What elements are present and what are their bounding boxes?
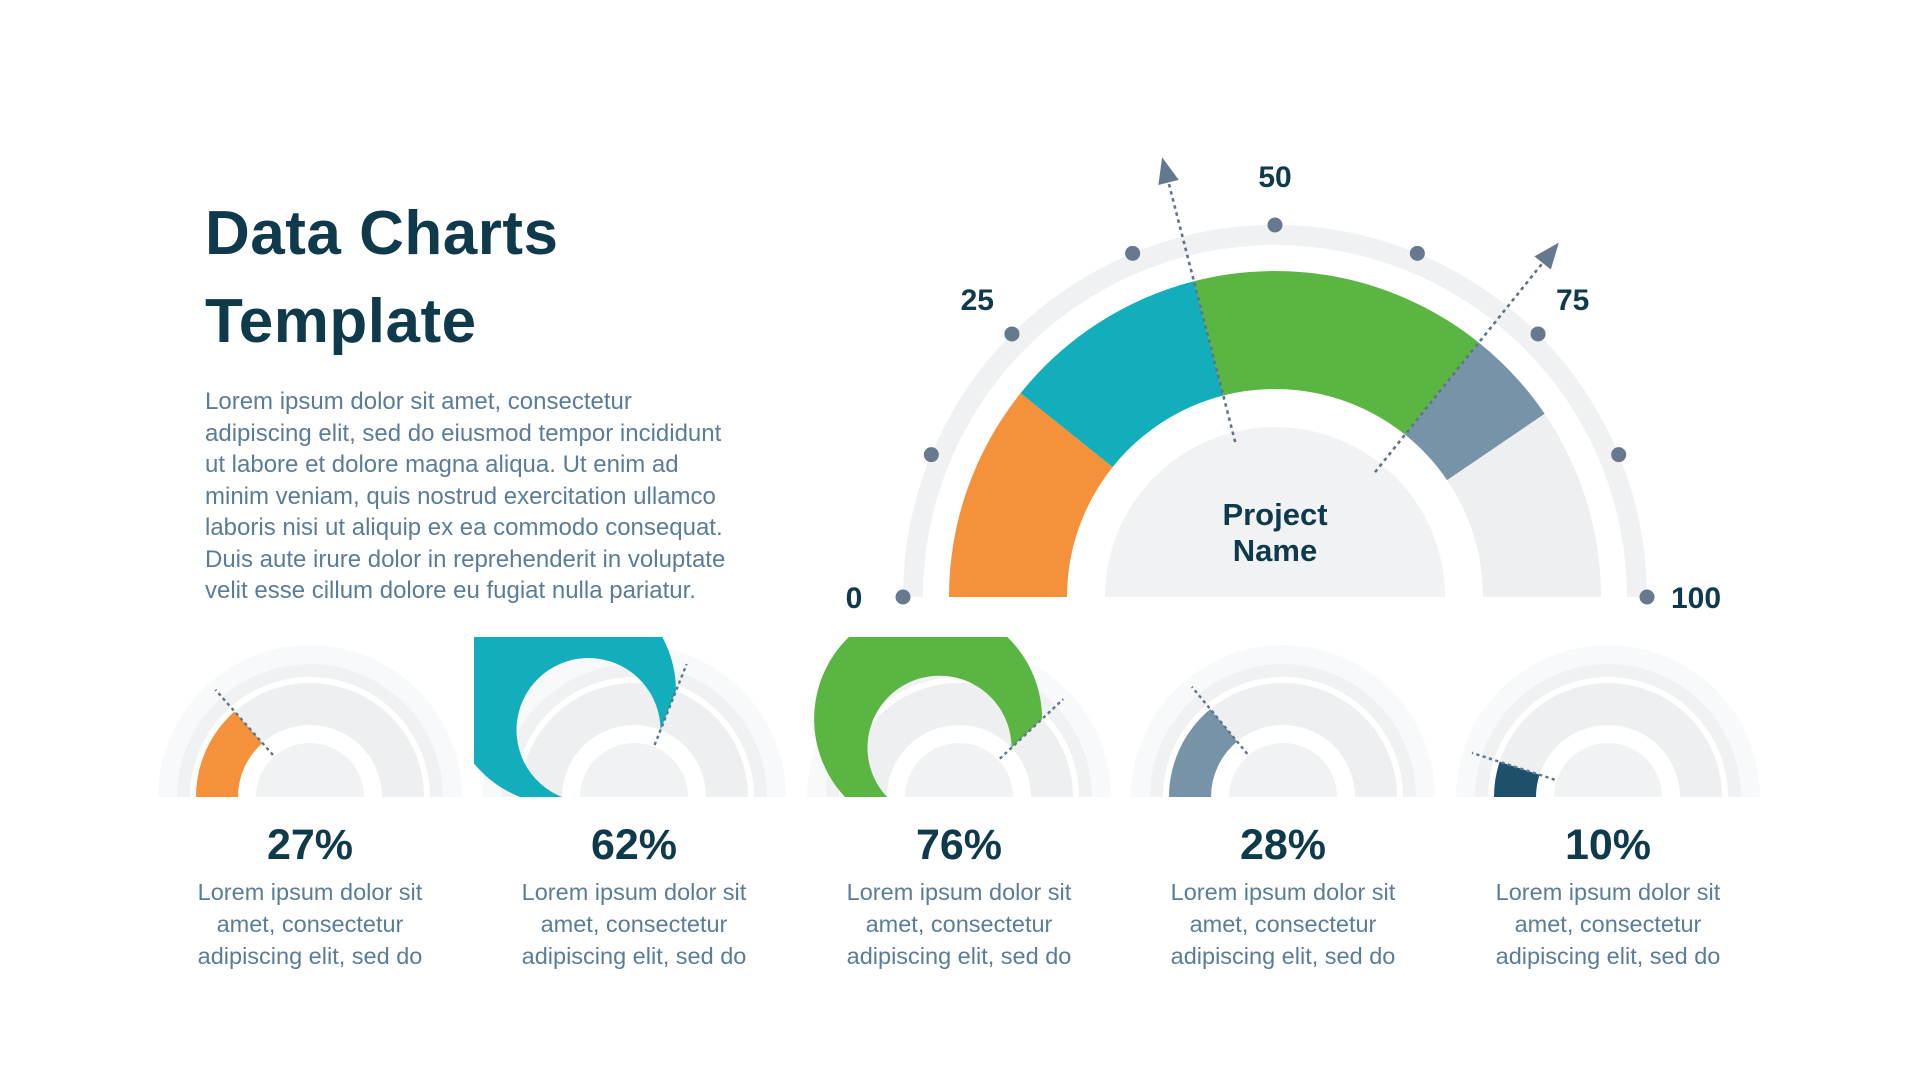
gauge-tick-label: 25 <box>961 284 994 317</box>
gauge-value-arc <box>196 711 263 797</box>
mini-gauge-value: 62% <box>590 821 678 869</box>
mini-gauge-svg <box>158 645 462 797</box>
mini-gauge-value: 27% <box>266 821 354 869</box>
mini-gauge-description: Lorem ipsum dolor sit amet, consectetur … <box>521 879 747 969</box>
gauge-track <box>196 683 424 797</box>
gauge-needle-arrow-icon <box>1158 157 1179 186</box>
gauge-center-disc <box>580 743 688 797</box>
mini-gauge-item: 62% Lorem ipsum dolor sit amet, consecte… <box>474 637 794 972</box>
page-description: Lorem ipsum dolor sit amet, consectetur … <box>205 388 726 604</box>
gauge-segment <box>1020 281 1224 467</box>
mini-gauge-item: 27% Lorem ipsum dolor sit amet, consecte… <box>150 637 470 972</box>
gauge-track <box>1169 683 1397 797</box>
mini-gauge-chart <box>1123 637 1443 807</box>
mini-gauge-chart <box>1448 637 1768 807</box>
mini-gauge-value: 10% <box>1564 821 1652 869</box>
gauge-tick-dot <box>1530 326 1546 342</box>
gauge-tick-dot <box>1267 217 1283 233</box>
mini-gauge-description: Lorem ipsum dolor sit amet, consectetur … <box>197 879 423 969</box>
gauge-tick-dot <box>895 589 911 605</box>
gauge-needle <box>214 688 274 756</box>
mini-gauge-svg <box>1456 645 1760 797</box>
gauge-halo-ring <box>158 645 462 797</box>
gauge-value-arc <box>814 637 1043 797</box>
gauge-track <box>520 683 748 797</box>
main-gauge-svg: 0 25 50 75 100 Project Name <box>846 157 1721 610</box>
gauge-needle <box>999 698 1065 760</box>
page-title: Data Charts Template <box>205 199 559 356</box>
gauge-tick-label: 75 <box>1556 284 1589 317</box>
gauge-halo-ring <box>1456 645 1760 797</box>
gauge-tick-label: 100 <box>1671 582 1721 610</box>
gauge-tick-dot <box>1004 326 1020 342</box>
gauge-tick-label: 50 <box>1258 161 1291 194</box>
gauge-tick-dot <box>1409 245 1425 261</box>
gauge-center-disc <box>1105 427 1445 597</box>
gauge-value-arc <box>1494 761 1540 797</box>
gauge-center-label: Project Name <box>1222 497 1327 568</box>
gauge-needle <box>653 663 688 746</box>
gauge-halo-ring <box>482 645 786 797</box>
gauge-needle <box>1166 180 1237 443</box>
gauge-tick-dot <box>1125 245 1141 261</box>
gauge-halo-ring <box>1131 645 1435 797</box>
mini-gauge-item: 28% Lorem ipsum dolor sit amet, consecte… <box>1123 637 1443 972</box>
gauge-segment <box>1405 342 1545 481</box>
gauge-needle-arrow-icon <box>1534 242 1559 270</box>
gauge-tick-dot <box>923 447 939 463</box>
mini-gauge-description: Lorem ipsum dolor sit amet, consectetur … <box>846 879 1072 969</box>
mini-gauge-item: 76% Lorem ipsum dolor sit amet, consecte… <box>799 637 1119 972</box>
mini-gauge-chart <box>799 637 1119 807</box>
gauge-needle <box>1471 751 1556 781</box>
gauge-track <box>1494 683 1722 797</box>
mini-gauge-svg <box>807 637 1111 797</box>
gauge-needle <box>1190 686 1249 755</box>
mini-gauge-value: 28% <box>1239 821 1327 869</box>
mini-gauge-description: Lorem ipsum dolor sit amet, consectetur … <box>1170 879 1396 969</box>
mini-gauge-value: 76% <box>915 821 1003 869</box>
mini-gauge-item: 10% Lorem ipsum dolor sit amet, consecte… <box>1448 637 1768 972</box>
mini-gauge-svg <box>474 637 786 797</box>
gauge-center-disc <box>256 743 364 797</box>
gauge-tick-dot <box>1639 589 1655 605</box>
main-gauge-chart: 0 25 50 75 100 Project Name <box>780 105 1780 610</box>
gauge-center-disc <box>1554 743 1662 797</box>
gauge-center-disc <box>1229 743 1337 797</box>
gauge-value-arc <box>474 637 676 797</box>
mini-gauge-description: Lorem ipsum dolor sit amet, consectetur … <box>1495 879 1721 969</box>
mini-gauge-chart <box>474 637 794 807</box>
gauge-tick-label: 0 <box>846 582 863 610</box>
gauge-segment <box>1193 271 1479 435</box>
gauge-tick-dot <box>1611 447 1627 463</box>
gauge-segment <box>949 393 1113 597</box>
mini-gauge-chart <box>150 637 470 807</box>
gauge-center-disc <box>905 743 1013 797</box>
gauge-value-arc <box>1169 709 1238 797</box>
gauge-needle <box>1374 260 1545 473</box>
mini-gauge-svg <box>1131 645 1435 797</box>
